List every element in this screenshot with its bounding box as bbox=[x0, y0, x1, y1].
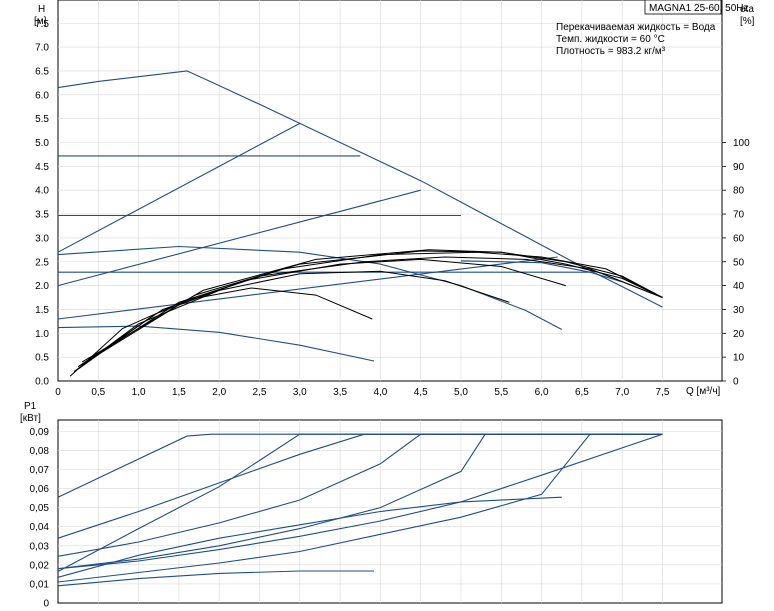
x-tick-label: 2,0 bbox=[212, 387, 226, 398]
eta-tick-label: 20 bbox=[733, 329, 745, 340]
power-curve-6 bbox=[57, 433, 663, 570]
x-tick-label: 6,5 bbox=[575, 387, 589, 398]
power-curve-4 bbox=[57, 433, 663, 557]
x-tick-label: 1,0 bbox=[132, 387, 146, 398]
x-tick-label: 6,0 bbox=[535, 387, 549, 398]
y-tick-label: 2.0 bbox=[35, 281, 49, 292]
p1-tick-label: 0,06 bbox=[30, 484, 50, 495]
eta-axis-label-line1: eta bbox=[740, 4, 754, 15]
axis-ticks: 0 0,5 1,0 1,5 2,0 2,5 3,0 3,5 4,0 4,5 5,0 5,5 6,0 6,5… bbox=[30, 19, 751, 610]
power-axis-label-line1: P1 bbox=[24, 401, 37, 412]
y-tick-label: 1.0 bbox=[35, 329, 49, 340]
x-tick-label: 5,5 bbox=[494, 387, 508, 398]
x-tick-label: 1,5 bbox=[172, 387, 186, 398]
head-grid bbox=[58, 0, 722, 381]
power-curves bbox=[57, 433, 663, 587]
head-curve-8 bbox=[57, 245, 563, 330]
efficiency-curve-6 bbox=[81, 250, 663, 365]
y-tick-label: 7.0 bbox=[35, 43, 49, 54]
x-tick-label: 4,0 bbox=[373, 387, 387, 398]
head-curve-4 bbox=[57, 189, 421, 287]
efficiency-curve-7 bbox=[81, 249, 663, 363]
flow-axis-label: Q [м³/ч] bbox=[686, 386, 721, 397]
efficiency-curve-2 bbox=[73, 270, 510, 372]
x-tick-label: 0,5 bbox=[91, 387, 105, 398]
p1-tick-label: 0,09 bbox=[30, 427, 50, 438]
eta-tick-label: 80 bbox=[733, 186, 745, 197]
y-tick-label: 0.5 bbox=[35, 353, 49, 364]
x-tick-label: 0 bbox=[55, 387, 61, 398]
power-axis-label-line2: [кВт] bbox=[20, 413, 41, 424]
p1-tick-label: 0,05 bbox=[30, 503, 50, 514]
y-tick-label: 4.0 bbox=[35, 186, 49, 197]
power-curve-8 bbox=[57, 496, 562, 578]
y-tick-label: 5.5 bbox=[35, 114, 49, 125]
x-tick-label: 5,0 bbox=[454, 387, 468, 398]
y-tick-label: 4.5 bbox=[35, 162, 49, 173]
efficiency-curves bbox=[69, 249, 663, 377]
y-tick-label: 2.5 bbox=[35, 257, 49, 268]
y-tick-label: 6.5 bbox=[35, 66, 49, 77]
info-liquid: Перекачиваемая жидкость = Вода bbox=[556, 22, 716, 33]
info-temperature: Темп. жидкости = 60 °C bbox=[556, 34, 665, 45]
model-label: MAGNA1 25-60, 50Hz bbox=[649, 3, 749, 14]
head-axis-label-line1: H bbox=[38, 4, 45, 15]
power-curve-7 bbox=[57, 433, 663, 583]
efficiency-curve-3 bbox=[77, 258, 566, 370]
p1-tick-label: 0 bbox=[43, 599, 49, 610]
eta-tick-label: 60 bbox=[733, 233, 745, 244]
x-tick-label: 3,0 bbox=[293, 387, 307, 398]
p1-tick-label: 0,08 bbox=[30, 446, 50, 457]
x-tick-label: 2,5 bbox=[253, 387, 267, 398]
eta-tick-label: 70 bbox=[733, 210, 745, 221]
efficiency-curve-1 bbox=[69, 287, 373, 377]
p1-tick-label: 0,04 bbox=[30, 522, 50, 533]
x-tick-label: 4,5 bbox=[414, 387, 428, 398]
eta-axis-label-line2: [%] bbox=[740, 16, 755, 27]
head-curve-1 bbox=[57, 70, 663, 308]
eta-tick-label: 50 bbox=[733, 257, 745, 268]
eta-tick-label: 30 bbox=[733, 305, 745, 316]
model-box bbox=[644, 0, 722, 15]
info-density: Плотность = 983.2 кг/м³ bbox=[556, 46, 666, 57]
x-tick-label: 7,5 bbox=[656, 387, 670, 398]
y-tick-label: 5.0 bbox=[35, 138, 49, 149]
y-tick-label: 3.0 bbox=[35, 233, 49, 244]
y-tick-label: 0.0 bbox=[35, 377, 49, 388]
y-tick-label: 1.5 bbox=[35, 305, 49, 316]
eta-tick-label: 40 bbox=[733, 281, 745, 292]
head-curve-9 bbox=[57, 325, 375, 362]
p1-tick-label: 0,03 bbox=[30, 541, 50, 552]
p1-tick-label: 0,07 bbox=[30, 465, 50, 476]
y-tick-label: 3.5 bbox=[35, 210, 49, 221]
p1-tick-label: 0,01 bbox=[30, 579, 50, 590]
head-curve-2 bbox=[57, 122, 301, 253]
eta-tick-label: 100 bbox=[733, 138, 750, 149]
x-tick-label: 3,5 bbox=[333, 387, 347, 398]
head-curves bbox=[57, 70, 663, 362]
efficiency-curve-5 bbox=[81, 251, 663, 365]
y-tick-label: 7.5 bbox=[35, 19, 49, 30]
head-axis-label-line2: [м] bbox=[34, 16, 47, 27]
eta-tick-label: 0 bbox=[733, 377, 739, 388]
eta-tick-label: 10 bbox=[733, 353, 745, 364]
x-tick-label: 7,0 bbox=[615, 387, 629, 398]
head-curve-6 bbox=[57, 256, 558, 320]
p1-tick-label: 0,02 bbox=[30, 560, 50, 571]
power-curve-3 bbox=[57, 433, 663, 539]
y-tick-label: 6.0 bbox=[35, 90, 49, 101]
eta-tick-label: 90 bbox=[733, 162, 745, 173]
power-curve-9 bbox=[57, 570, 374, 587]
